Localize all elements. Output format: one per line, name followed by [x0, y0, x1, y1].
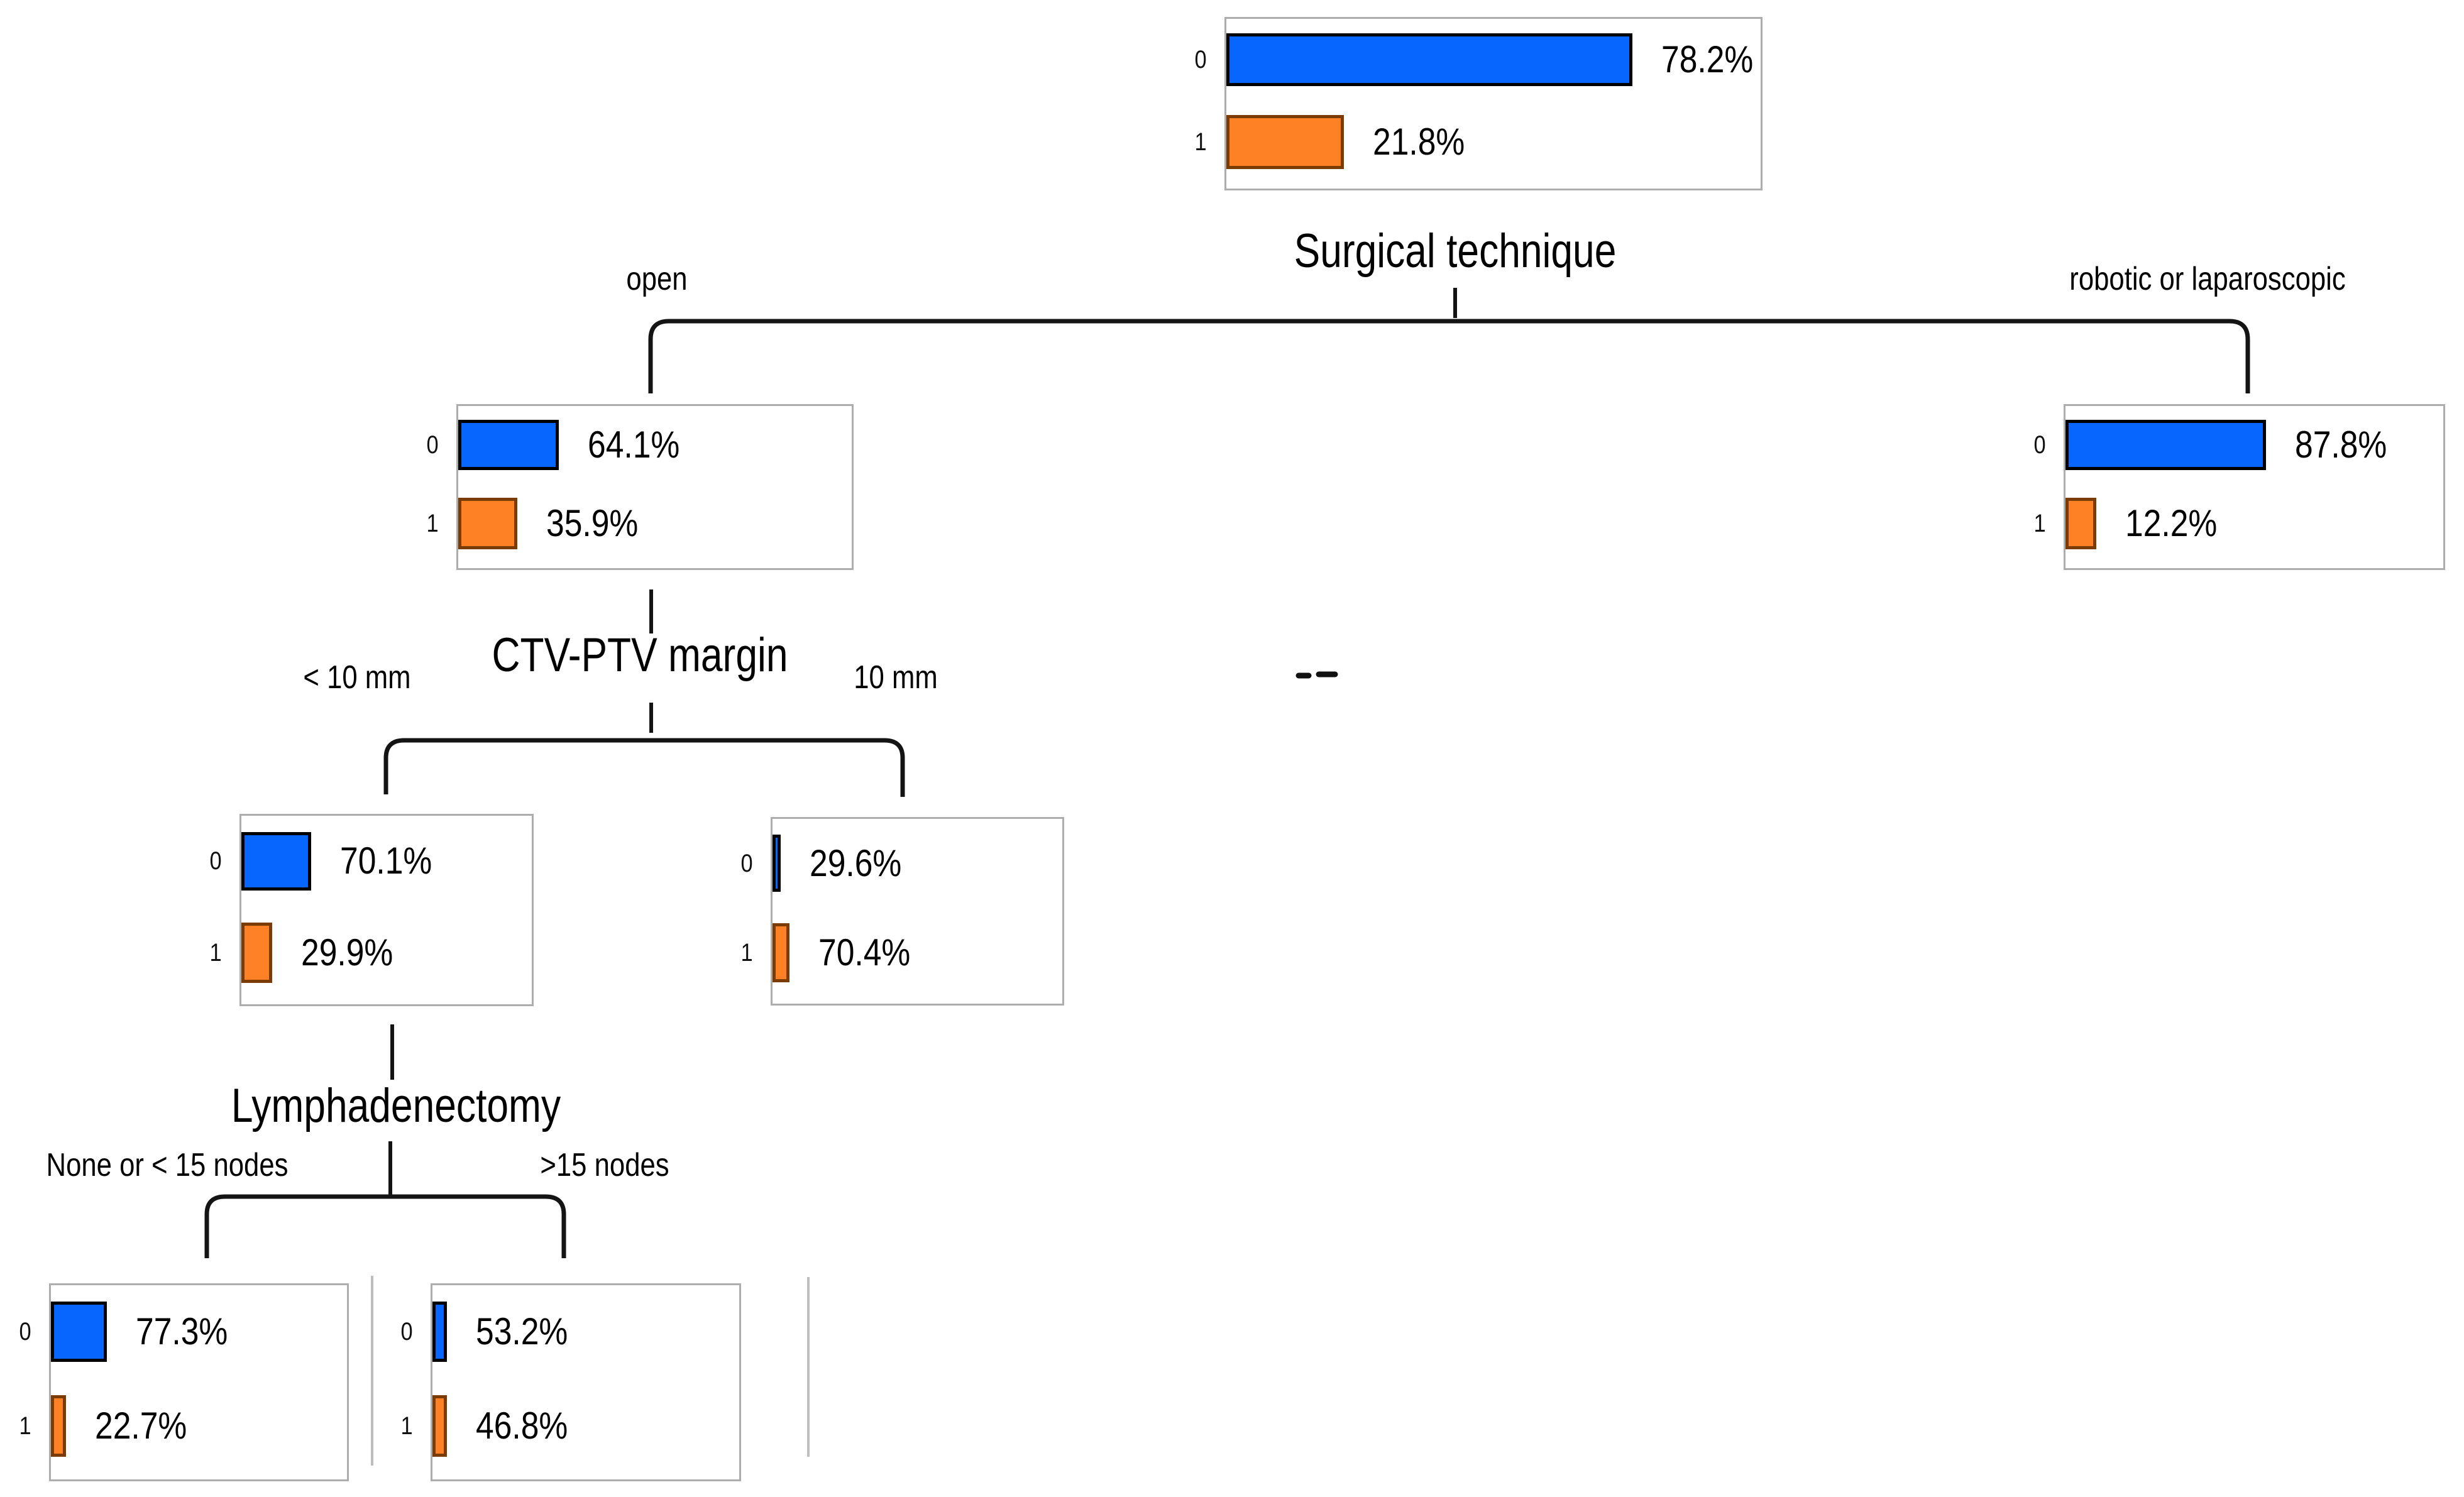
node-lymphadenectomy-gt-15-nodes: 0 53.2% 1 46.8% — [401, 1283, 741, 1481]
class0-value-label: 64.1% — [587, 423, 679, 466]
class1-tick-label: 1 — [2033, 510, 2046, 538]
node-lt10-row-class0: 0 70.1% — [210, 831, 532, 891]
branch-label-open: open — [626, 261, 688, 297]
class0-bar — [51, 1302, 107, 1363]
class0-value-label: 70.1% — [339, 840, 432, 882]
connector-bracket-lymphadenectomy — [204, 1194, 566, 1258]
class0-value-label: 53.2% — [475, 1310, 568, 1353]
node-surgical-robotic-or-laparoscopic: 0 87.8% 1 12.2% — [2034, 404, 2445, 570]
node-open-row-class1: 1 35.9% — [427, 497, 852, 550]
class1-tick-label: 1 — [19, 1412, 31, 1440]
class0-tick-label: 0 — [400, 1318, 413, 1346]
class0-bar — [1226, 33, 1632, 86]
class0-value-label: 29.6% — [809, 842, 902, 884]
node-robotic-row-class1: 1 12.2% — [2034, 497, 2443, 550]
node-10mm-row-class0: 0 29.6% — [741, 834, 1062, 892]
class0-tick-label: 0 — [19, 1318, 31, 1346]
node-root-row-class1: 1 21.8% — [1195, 114, 1761, 169]
class1-bar — [432, 1395, 447, 1457]
class0-bar — [458, 419, 559, 470]
class1-value-label: 46.8% — [475, 1405, 568, 1447]
class0-tick-label: 0 — [426, 430, 439, 459]
branch-label-10mm: 10 mm — [854, 659, 938, 696]
class1-bar — [1226, 114, 1344, 169]
class1-bar — [458, 497, 517, 550]
class1-bar — [51, 1395, 66, 1457]
class1-tick-label: 1 — [209, 938, 222, 967]
class0-bar — [432, 1302, 447, 1363]
class1-tick-label: 1 — [1194, 128, 1207, 156]
node-gt15-row-class0: 0 53.2% — [401, 1302, 739, 1363]
node-surgical-open: 0 64.1% 1 35.9% — [427, 404, 854, 570]
split-title-ctv-ptv-margin: CTV-PTV margin — [492, 628, 788, 682]
class0-tick-label: 0 — [740, 849, 753, 877]
branch-label-none-or-lt-15-nodes: None or < 15 nodes — [46, 1147, 289, 1183]
class1-value-label: 35.9% — [546, 502, 639, 545]
class0-tick-label: 0 — [2033, 430, 2046, 459]
branch-label-gt-15-nodes: >15 nodes — [540, 1147, 669, 1183]
class0-tick-label: 0 — [209, 847, 222, 875]
class1-value-label: 21.8% — [1373, 120, 1465, 163]
node-10mm-row-class1: 1 70.4% — [741, 923, 1062, 983]
class0-value-label: 87.8% — [2294, 423, 2387, 466]
class1-bar — [773, 923, 789, 983]
class1-tick-label: 1 — [426, 510, 439, 538]
node-ctv-ptv-10mm: 0 29.6% 1 70.4% — [741, 817, 1064, 1006]
node-none15-row-class1: 1 22.7% — [19, 1395, 347, 1457]
node-ctv-ptv-lt-10mm: 0 70.1% 1 29.9% — [210, 814, 534, 1006]
branch-label-lt-10mm: < 10 mm — [303, 659, 411, 696]
artifact-dashes — [1295, 671, 1338, 679]
class1-value-label: 12.2% — [2125, 502, 2218, 545]
split-title-lymphadenectomy: Lymphadenectomy — [231, 1079, 561, 1132]
class1-value-label: 29.9% — [300, 931, 393, 973]
class0-tick-label: 0 — [1194, 45, 1207, 74]
class0-bar — [773, 834, 781, 892]
class1-bar — [241, 922, 272, 983]
class1-tick-label: 1 — [400, 1412, 413, 1440]
connector-bracket-surgical — [648, 319, 2250, 393]
class0-bar — [241, 831, 311, 891]
node-none15-row-class0: 0 77.3% — [19, 1302, 347, 1363]
node-lymphadenectomy-none-or-lt-15-nodes: 0 77.3% 1 22.7% — [19, 1283, 349, 1481]
class0-value-label: 78.2% — [1661, 38, 1754, 80]
node-root-row-class0: 0 78.2% — [1195, 33, 1761, 86]
class1-value-label: 70.4% — [818, 931, 911, 974]
node-root: 0 78.2% 1 21.8% — [1195, 17, 1763, 190]
node-open-row-class0: 0 64.1% — [427, 419, 852, 470]
class1-value-label: 22.7% — [94, 1405, 187, 1447]
class0-value-label: 77.3% — [136, 1310, 228, 1353]
branch-label-robotic-or-laparoscopic: robotic or laparoscopic — [2069, 261, 2346, 297]
node-robotic-row-class0: 0 87.8% — [2034, 419, 2443, 470]
class1-tick-label: 1 — [740, 939, 753, 967]
connector-bracket-ctv — [383, 738, 905, 797]
class0-bar — [2065, 419, 2266, 470]
split-title-surgical-technique: Surgical technique — [1294, 224, 1617, 278]
node-gt15-row-class1: 1 46.8% — [401, 1395, 739, 1457]
class1-bar — [2065, 497, 2097, 550]
node-lt10-row-class1: 1 29.9% — [210, 922, 532, 983]
